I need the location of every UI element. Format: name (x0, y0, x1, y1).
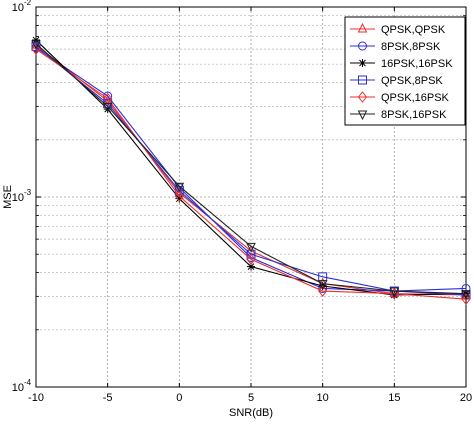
data-point-marker (318, 285, 328, 297)
legend-marker (358, 41, 367, 51)
data-point-marker (174, 182, 185, 193)
data-point-marker (461, 290, 471, 300)
data-point-marker (31, 40, 41, 50)
legend-box (344, 16, 466, 126)
series-line (35, 43, 467, 295)
data-point-marker (389, 287, 400, 298)
legend-label: QPSK,8PSK (381, 75, 443, 87)
data-point-marker (461, 293, 471, 305)
legend-entry: QPSK,16PSK (350, 91, 450, 104)
x-axis-label: SNR(dB) (229, 407, 273, 419)
data-point-marker (246, 253, 256, 266)
data-point-marker (247, 262, 255, 271)
data-point-marker (103, 105, 112, 114)
y-axis-label: MSE (2, 185, 14, 209)
data-point-marker (246, 242, 256, 253)
legend-marker (357, 91, 368, 103)
x-tick-label: 15 (388, 392, 400, 404)
data-point-marker (246, 249, 256, 259)
legend-label: 8PSK,16PSK (381, 109, 447, 121)
legend-marker (358, 59, 367, 67)
data-point-marker (31, 41, 41, 51)
legend: QPSK,QPSK 8PSK,8PSK 16PSK,16PSK QPSK,8PSK QP… (344, 16, 466, 126)
x-tick-label: -5 (103, 392, 113, 404)
legend-marker (357, 22, 368, 33)
legend-marker (358, 75, 367, 85)
legend-entry: 16PSK,16PSK (350, 58, 453, 70)
legend-entry: QPSK,QPSK (350, 22, 446, 36)
x-tick-label: 10 (317, 392, 329, 404)
legend-entry: 8PSK,16PSK (350, 109, 447, 121)
data-point-marker (317, 280, 328, 290)
data-point-marker (174, 190, 184, 202)
data-point-marker (389, 287, 399, 300)
x-tick-label: 20 (460, 392, 472, 404)
x-tick-label: -10 (28, 392, 44, 404)
y-tick-label-exponent: -2 (24, 0, 32, 7)
legend-label: 8PSK,8PSK (381, 41, 441, 53)
y-tick-label-exponent: -3 (24, 188, 32, 197)
y-tick-label-base: 10 (12, 2, 24, 14)
x-tick-label: 0 (176, 392, 182, 404)
series-8psk-16psk (31, 40, 471, 300)
x-tick-label: 5 (248, 392, 254, 404)
y-tick-label-base: 10 (12, 382, 24, 394)
legend-entry: QPSK,8PSK (350, 75, 443, 87)
series-qpsk-16psk (31, 43, 471, 305)
series-layer (31, 36, 471, 305)
data-point-marker (175, 194, 184, 203)
legend-label: 16PSK,16PSK (381, 58, 453, 70)
y-tick-label-base: 10 (12, 192, 24, 204)
data-point-marker (102, 102, 113, 113)
legend-marker (357, 110, 368, 121)
data-point-marker (32, 36, 40, 45)
series-line (35, 48, 467, 300)
data-point-marker (31, 43, 41, 55)
legend-label: QPSK,16PSK (381, 92, 450, 104)
y-tick-label-exponent: -4 (24, 378, 32, 387)
legend-entry: 8PSK,8PSK (350, 41, 441, 53)
legend-label: QPSK,QPSK (381, 24, 446, 36)
